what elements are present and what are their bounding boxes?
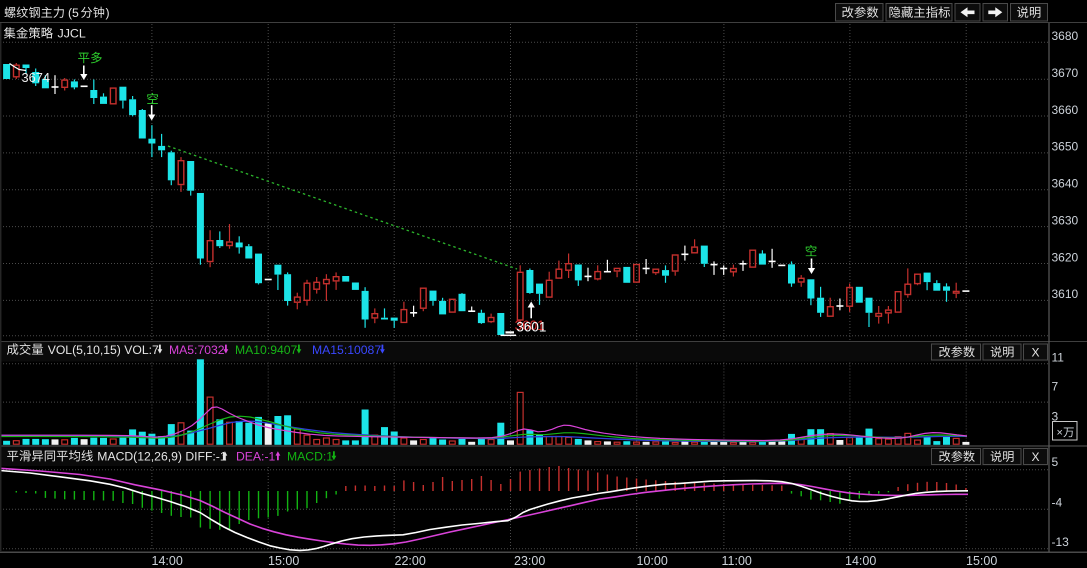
svg-text:3630: 3630 (1052, 213, 1079, 227)
svg-text:3: 3 (1052, 409, 1059, 423)
svg-text:15:00: 15:00 (268, 554, 299, 568)
svg-text:3670: 3670 (1052, 66, 1079, 80)
svg-text:VOL(5,10,15) VOL:7: VOL(5,10,15) VOL:7 (48, 343, 159, 357)
svg-text:3680: 3680 (1052, 29, 1079, 43)
svg-text:JJCL: JJCL (58, 27, 86, 41)
svg-text:MA5:7032: MA5:7032 (169, 343, 225, 357)
svg-text:14:00: 14:00 (845, 554, 876, 568)
svg-text:5: 5 (1052, 455, 1059, 469)
svg-text:MA10:9407: MA10:9407 (235, 343, 298, 357)
svg-text:-4: -4 (1052, 495, 1063, 509)
svg-text:3610: 3610 (1052, 287, 1079, 301)
svg-text:11:00: 11:00 (722, 554, 752, 568)
svg-text:22:00: 22:00 (395, 554, 426, 568)
svg-text:3640: 3640 (1052, 177, 1079, 191)
svg-text:23:00: 23:00 (514, 554, 545, 568)
svg-text:10:00: 10:00 (637, 554, 668, 568)
svg-text:MACD:1: MACD:1 (287, 449, 333, 463)
svg-text:DEA:-1: DEA:-1 (236, 449, 276, 463)
svg-text:-13: -13 (1052, 535, 1070, 549)
svg-text:MACD(12,26,9) DIFF:-1: MACD(12,26,9) DIFF:-1 (97, 449, 227, 463)
svg-text:14:00: 14:00 (152, 554, 183, 568)
svg-text:3660: 3660 (1052, 103, 1079, 117)
svg-text:11: 11 (1052, 350, 1065, 364)
svg-text:X: X (1031, 345, 1039, 359)
svg-text:7: 7 (1052, 379, 1059, 393)
svg-text:X: X (1031, 450, 1039, 464)
svg-text:×: × (1057, 427, 1063, 439)
svg-text:(5: (5 (68, 6, 79, 20)
svg-text:3650: 3650 (1052, 140, 1079, 154)
svg-text:3601: 3601 (516, 320, 546, 335)
svg-text:3674: 3674 (22, 70, 50, 85)
svg-text:3601: 3601 (515, 318, 545, 333)
svg-text:): ) (106, 6, 110, 20)
svg-text:15:00: 15:00 (966, 554, 997, 568)
svg-text:MA15:10087: MA15:10087 (312, 343, 381, 357)
svg-text:3620: 3620 (1052, 250, 1079, 264)
